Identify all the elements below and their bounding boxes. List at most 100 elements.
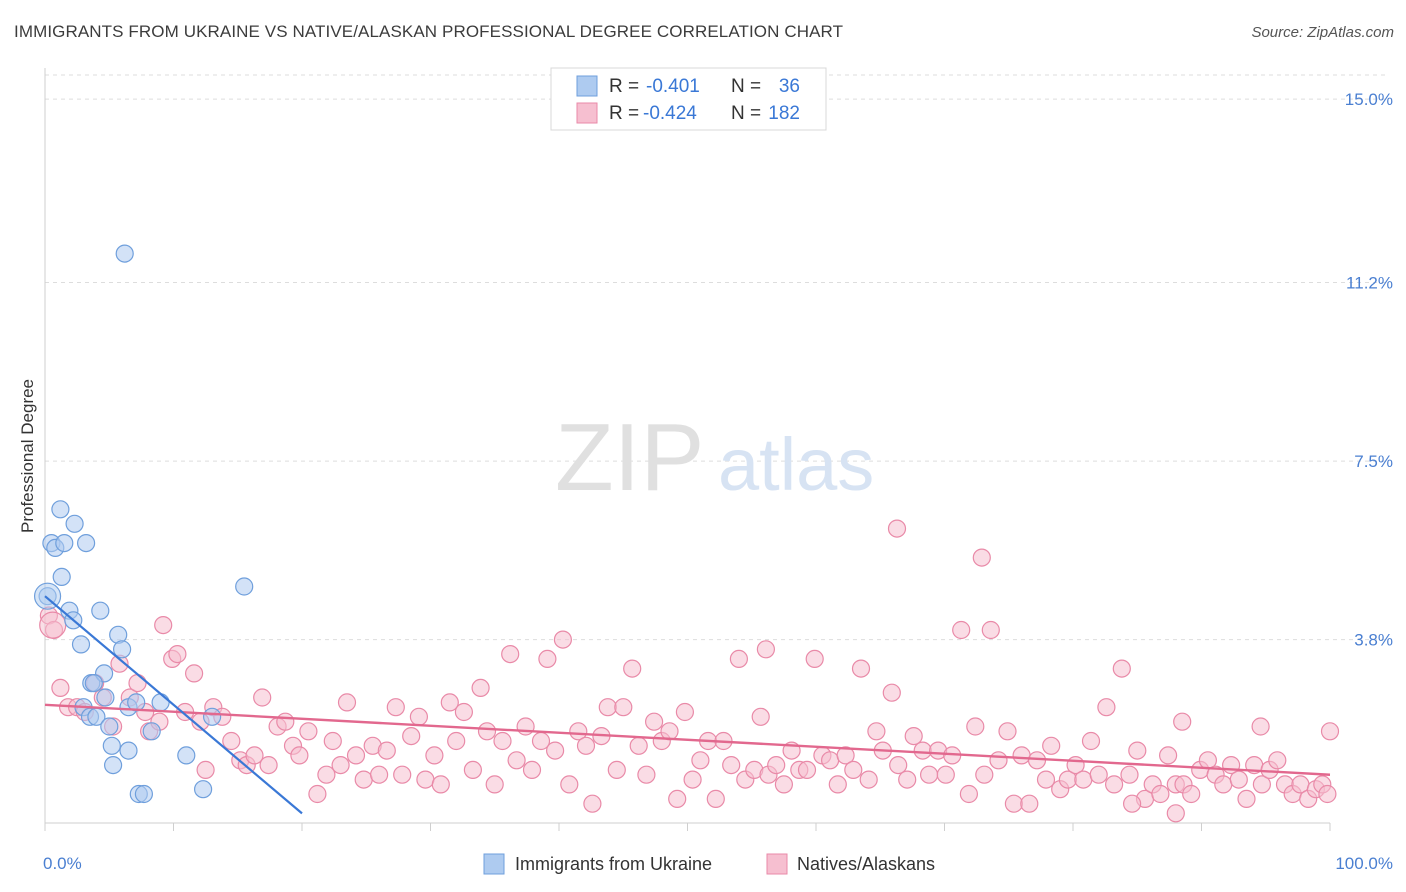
natives-point-76 <box>623 659 642 678</box>
natives-point-114 <box>913 741 932 760</box>
bottom-swatch-ukraine <box>483 853 505 875</box>
natives-point-70 <box>576 736 596 755</box>
ukraine-point-4 <box>55 533 74 553</box>
natives-point-31 <box>276 712 295 731</box>
natives-point-173 <box>1320 722 1340 741</box>
natives-point-83 <box>675 702 695 722</box>
y-axis-label: Professional Degree <box>18 379 37 533</box>
natives-point-58 <box>485 775 504 794</box>
y-tick-label-2: 11.2% <box>1346 274 1393 293</box>
natives-point-49 <box>416 770 435 789</box>
ukraine-point-10 <box>91 601 110 620</box>
natives-point-158 <box>1252 775 1272 794</box>
natives-point-84 <box>683 770 702 789</box>
ukraine-point-26 <box>134 784 153 804</box>
natives-point-19 <box>185 664 204 683</box>
natives-point-36 <box>317 765 336 784</box>
natives-point-126 <box>1004 794 1024 813</box>
ukraine-point-13 <box>96 688 115 707</box>
natives-point-140 <box>1112 659 1131 678</box>
natives-point-90 <box>729 649 749 669</box>
natives-point-113 <box>904 726 923 746</box>
natives-point-112 <box>898 770 917 789</box>
natives-point-17 <box>168 644 187 664</box>
natives-point-2 <box>51 678 70 698</box>
natives-point-38 <box>331 755 350 775</box>
legend-r-label-1: R = <box>609 76 639 97</box>
natives-point-71 <box>583 794 602 813</box>
watermark-atlas: atlas <box>718 423 874 506</box>
natives-trend-line <box>44 703 1331 776</box>
natives-point-123 <box>981 620 1000 640</box>
natives-point-74 <box>607 760 626 780</box>
legend-r-value-1: -0.401 <box>646 76 700 97</box>
natives-point-54 <box>454 702 473 722</box>
natives-point-29 <box>259 755 278 775</box>
natives-point-11 <box>128 673 147 693</box>
natives-point-122 <box>975 765 994 784</box>
ukraine-point-6 <box>76 533 96 553</box>
natives-point-111 <box>889 755 908 775</box>
ukraine-point-30 <box>194 780 213 799</box>
natives-point-121 <box>966 717 985 736</box>
ukraine-point-29 <box>177 746 196 765</box>
ukraine-point-31 <box>203 707 222 726</box>
natives-point-172 <box>1251 717 1270 736</box>
tick-labels: 3.8% 7.5% 11.2% 15.0% 0.0% 100.0% <box>43 90 1393 873</box>
natives-point-128 <box>1020 794 1039 813</box>
natives-point-142 <box>1128 741 1147 760</box>
legend-r-value-2: -0.424 <box>643 103 697 124</box>
natives-point-99 <box>797 760 817 780</box>
natives-point-39 <box>337 693 357 712</box>
natives-point-56 <box>471 678 490 698</box>
ukraine-point-28 <box>151 693 170 712</box>
natives-point-82 <box>668 789 687 809</box>
natives-point-63 <box>522 760 542 780</box>
chart-title: IMMIGRANTS FROM UKRAINE VS NATIVE/ALASKA… <box>14 22 844 41</box>
ukraine-point-23 <box>103 755 123 775</box>
ukraine-point-27 <box>142 722 161 741</box>
natives-point-89 <box>722 755 741 775</box>
trend-lines <box>44 595 1331 815</box>
grid-layer <box>45 74 1388 641</box>
ukraine-trend-line <box>44 595 303 815</box>
natives-point-79 <box>644 712 664 731</box>
natives-point-66 <box>545 741 565 760</box>
natives-point-61 <box>507 751 526 770</box>
natives-point-107 <box>859 770 878 789</box>
natives-point-104 <box>836 746 855 765</box>
natives-point-51 <box>431 775 450 794</box>
natives-point-55 <box>463 760 482 780</box>
natives-point-45 <box>386 698 405 717</box>
natives-point-100 <box>805 649 824 669</box>
natives-point-115 <box>919 765 939 784</box>
natives-point-145 <box>1151 784 1170 804</box>
y-tick-label-0: 3.8% <box>1354 631 1393 650</box>
natives-point-85 <box>691 751 710 770</box>
natives-point-131 <box>1042 736 1061 755</box>
natives-point-75 <box>614 698 633 717</box>
legend-n-label-1: N = <box>731 76 761 97</box>
natives-point-171 <box>1173 712 1192 731</box>
natives-point-28 <box>253 688 272 707</box>
ukraine-point-22 <box>102 736 121 755</box>
natives-point-105 <box>844 760 863 780</box>
ukraine-point-32 <box>235 577 254 596</box>
natives-point-138 <box>1097 698 1116 717</box>
natives-point-46 <box>393 765 412 784</box>
ukraine-point-5 <box>65 514 84 533</box>
natives-point-102 <box>820 751 840 770</box>
legend-n-label-2: N = <box>731 103 761 124</box>
natives-point-68 <box>560 775 579 794</box>
legend-swatch-natives <box>576 102 598 124</box>
natives-point-108 <box>867 722 886 741</box>
natives-point-139 <box>1104 775 1124 794</box>
natives-point-87 <box>706 789 725 809</box>
watermark-zip: ZIP <box>555 404 704 511</box>
bottom-legend-natives: Natives/Alaskans <box>797 854 935 874</box>
stats-legend: R = -0.401 N = 36 R = -0.424 N = 182 <box>550 67 827 131</box>
natives-point-35 <box>308 784 327 804</box>
natives-point-93 <box>751 707 770 726</box>
natives-point-169 <box>972 548 991 567</box>
